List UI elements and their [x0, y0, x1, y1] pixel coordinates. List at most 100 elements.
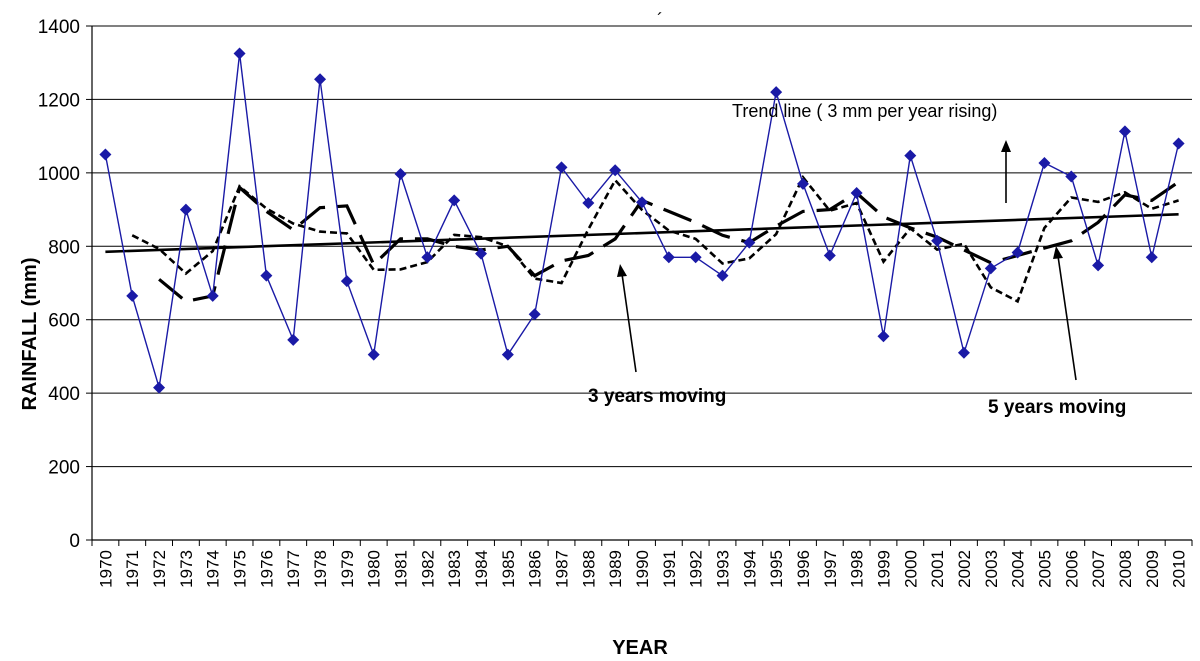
rainfall-point-1984 [475, 247, 488, 260]
rainfall-point-1991 [662, 251, 675, 264]
rainfall-point-1990 [636, 196, 648, 209]
x-tick-label: 1990 [633, 550, 652, 588]
x-axis-title: YEAR [612, 637, 668, 659]
rainfall-point-1998 [850, 187, 863, 200]
x-tick-label: 2007 [1089, 550, 1108, 588]
axes [91, 26, 1192, 541]
y-tick-label: 200 [48, 458, 80, 479]
rainfall-point-1999 [877, 330, 890, 343]
x-tick-label: 1988 [579, 550, 598, 588]
y-tick-label: 800 [48, 237, 80, 258]
x-tick-label: 2009 [1143, 550, 1162, 588]
rainfall-point-1985 [501, 348, 514, 361]
y-tick-label: 1000 [38, 164, 80, 185]
x-tick-label: 1989 [606, 550, 625, 588]
trend-line [105, 213, 1179, 254]
ma3-line [131, 174, 1179, 304]
x-tick-label: 1987 [553, 550, 572, 588]
x-tick-label: 1985 [499, 550, 518, 588]
rainfall-point-2000 [904, 149, 917, 162]
rainfall-point-2010 [1172, 137, 1185, 150]
x-tick-label: 1982 [418, 550, 437, 588]
y-tick-label: 0 [69, 531, 80, 552]
rainfall-point-1996 [796, 177, 809, 190]
stray-mark: ´ [657, 10, 663, 30]
rainfall-point-2006 [1065, 170, 1078, 183]
x-tick-label: 1986 [526, 550, 545, 588]
x-tick-label: 1970 [96, 550, 115, 588]
x-tick-label: 1977 [284, 550, 303, 588]
x-tick-label: 1995 [767, 550, 786, 588]
x-tick-label: 1993 [713, 550, 732, 588]
ma5-line [158, 180, 1180, 304]
x-tick-label: 1976 [257, 550, 276, 588]
rainfall-point-1981 [394, 167, 407, 180]
rainfall-point-1988 [582, 196, 595, 209]
x-tick-label: 2006 [1062, 550, 1081, 588]
rainfall-point-1987 [555, 161, 568, 174]
rainfall-point-2009 [1145, 251, 1158, 264]
rainfall-point-2008 [1118, 125, 1131, 138]
rainfall-point-1972 [153, 381, 166, 394]
x-tick-label: 1980 [365, 550, 384, 588]
x-tick-label: 2004 [1009, 550, 1028, 588]
y-tick-label: 400 [48, 384, 80, 405]
x-tick-label: 1971 [123, 550, 142, 588]
x-tick-label: 1973 [177, 550, 196, 588]
ma3-arrow-head [617, 264, 627, 277]
x-tick-label: 1984 [472, 550, 491, 588]
rainfall-point-1975 [233, 47, 246, 60]
rainfall-point-1971 [126, 289, 139, 302]
rainfall-point-1973 [179, 203, 192, 216]
y-tick-label: 1400 [38, 17, 80, 38]
rainfall-point-1989 [609, 164, 622, 177]
x-tick-label: 1998 [848, 550, 867, 588]
x-tick-label: 2000 [901, 550, 920, 588]
y-tick-label: 1200 [38, 90, 80, 111]
x-tick-label: 1974 [204, 550, 223, 588]
x-tick-label: 1983 [445, 550, 464, 588]
x-tick-label: 2008 [1116, 550, 1135, 588]
rainfall-point-1977 [287, 333, 300, 346]
annotation-arrows [617, 140, 1077, 381]
y-axis-title: RAINFALL (mm) [19, 258, 41, 411]
x-tick-label: 1994 [740, 550, 759, 588]
rainfall-point-2004 [1011, 246, 1024, 259]
rainfall-point-1983 [448, 194, 461, 207]
x-tick-label: 2001 [928, 550, 947, 588]
x-tick-label: 1975 [231, 550, 250, 588]
ma5-arrow [1057, 255, 1077, 381]
rainfall-point-2005 [1038, 156, 1051, 169]
x-tick-label: 1981 [392, 550, 411, 588]
x-tick-label: 2003 [982, 550, 1001, 588]
y-tick-label: 600 [48, 311, 80, 332]
x-tick-label: 1996 [794, 550, 813, 588]
rainfall-point-1982 [421, 251, 434, 264]
rainfall-point-1976 [260, 269, 273, 282]
ma3-arrow [621, 273, 637, 373]
x-tick-label: 1999 [874, 550, 893, 588]
x-tick-label: 1978 [311, 550, 330, 588]
rainfall-point-1992 [689, 251, 702, 264]
rainfall-point-2001 [931, 234, 944, 247]
x-tick-label: 1997 [821, 550, 840, 588]
rainfall-point-2002 [957, 346, 970, 359]
ma5-label: 5 years moving [988, 397, 1126, 418]
rainfall-point-2007 [1092, 259, 1105, 272]
rainfall-point-1970 [99, 148, 112, 161]
rainfall-point-1994 [743, 236, 756, 249]
rainfall-point-2003 [984, 262, 997, 275]
rainfall-point-1986 [528, 308, 541, 321]
trend-arrow-head [1001, 140, 1011, 152]
x-tick-label: 1992 [687, 550, 706, 588]
rainfall-point-1979 [340, 275, 353, 288]
rainfall-point-1997 [823, 249, 836, 262]
rainfall-point-1974 [206, 289, 219, 302]
x-tick-label: 2010 [1170, 550, 1189, 588]
rainfall-point-1995 [770, 86, 783, 99]
rainfall-point-1978 [314, 73, 327, 86]
trend-line-label: Trend line ( 3 mm per year rising) [732, 101, 997, 121]
chart-series [99, 47, 1185, 394]
y-axis-ticks: 0 200 400 600 800 1000 1200 1400 [38, 17, 92, 552]
